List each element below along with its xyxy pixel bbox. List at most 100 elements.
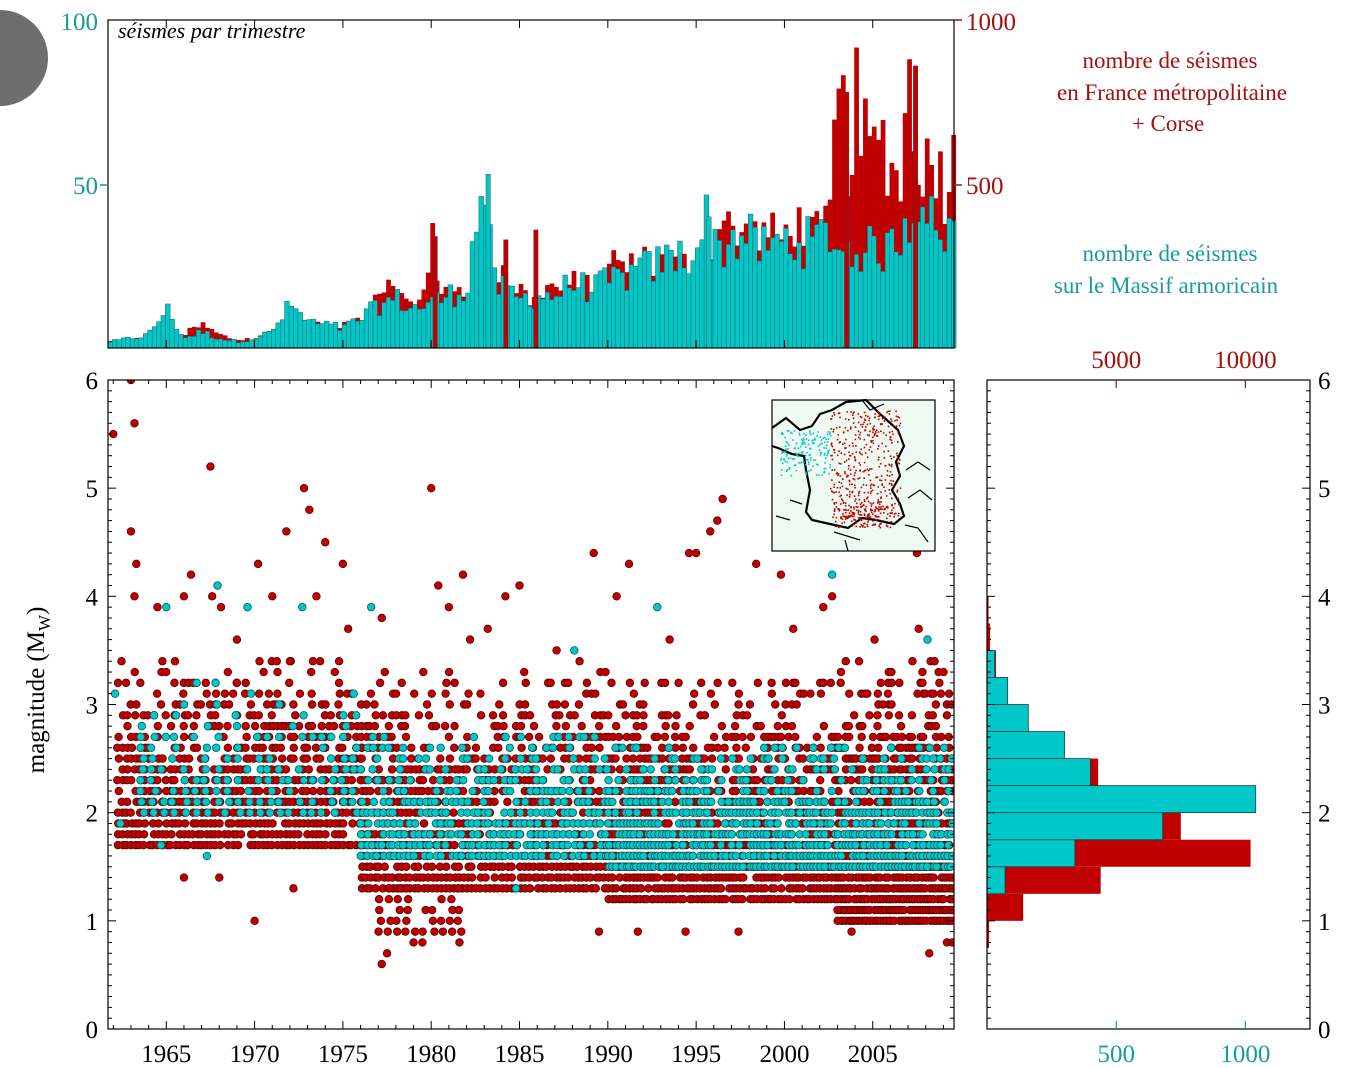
inset-event-france — [898, 416, 901, 419]
inset-event-france — [848, 483, 851, 486]
inset-event-france — [892, 425, 895, 427]
event-dot-armorican — [922, 765, 931, 774]
event-dot-armorican — [925, 743, 935, 752]
inset-event-france — [895, 415, 898, 418]
event-dot-france — [706, 527, 715, 536]
event-dot-france — [721, 765, 730, 774]
quarterly-bar-armorican — [160, 315, 166, 349]
event-dot-armorican — [544, 819, 553, 828]
quarterly-bar-armorican — [350, 318, 356, 349]
event-dot-armorican — [516, 732, 526, 742]
event-dot-france — [873, 711, 882, 720]
event-dot-armorican — [559, 851, 569, 861]
event-dot-armorican — [569, 754, 578, 763]
event-dot-france — [371, 711, 380, 720]
quarterly-bar-armorican — [315, 323, 321, 349]
inset-event-france — [853, 506, 855, 508]
main-y-tick-label: 6 — [86, 368, 99, 395]
event-dot-france — [918, 667, 927, 677]
inset-event-france — [887, 410, 890, 413]
event-dot-armorican — [308, 797, 317, 807]
inset-event-france — [833, 411, 835, 414]
top-x-ticks — [165, 20, 874, 348]
event-dot-armorican — [480, 765, 489, 774]
event-dot-france — [816, 689, 826, 698]
event-dot-france — [427, 862, 437, 871]
event-dot-armorican — [531, 765, 541, 774]
inset-event-france — [833, 483, 835, 486]
event-dot-france — [428, 916, 438, 926]
event-dot-armorican — [688, 851, 698, 861]
inset-event-france — [872, 439, 874, 442]
event-dot-armorican — [308, 732, 318, 742]
event-dot-armorican — [738, 862, 748, 871]
event-dot-france — [236, 786, 246, 796]
inset-event-france — [885, 506, 888, 508]
event-dot-france — [457, 927, 466, 936]
event-dot-france — [611, 884, 621, 893]
event-dot-armorican — [349, 689, 358, 698]
inset-event-france — [857, 513, 860, 515]
inset-event-france — [898, 503, 901, 506]
event-dot-france — [618, 700, 628, 709]
event-dot-france — [315, 657, 325, 666]
event-dot-armorican — [580, 776, 590, 785]
legend-armorican-line-1: nombre de séismes — [1082, 241, 1257, 266]
inset-event-france — [831, 498, 834, 501]
event-dot-armorican — [147, 797, 157, 807]
inset-event-france — [886, 474, 889, 477]
event-dot-france — [384, 721, 394, 731]
event-dot-armorican — [746, 754, 755, 763]
legend-armorican-line-2: sur le Massif armoricain — [1054, 273, 1279, 298]
inset-event-france — [840, 482, 843, 485]
inset-event-france — [888, 463, 891, 466]
event-dot-armorican — [294, 765, 304, 774]
event-dot-france — [348, 819, 357, 828]
event-dot-armorican — [752, 819, 762, 828]
quarterly-bar-armorican — [288, 305, 294, 349]
event-dot-armorican — [601, 830, 610, 839]
event-dot-armorican — [348, 797, 357, 807]
event-dot-france — [490, 873, 499, 882]
event-dot-france — [437, 895, 446, 904]
event-dot-france — [849, 711, 859, 720]
event-dot-armorican — [467, 840, 477, 850]
quarterly-bar-armorican — [809, 236, 816, 349]
event-dot-france — [114, 754, 124, 763]
inset-event-france — [870, 505, 873, 507]
event-dot-france — [681, 732, 690, 742]
event-dot-armorican — [932, 862, 941, 871]
inset-event-france — [847, 467, 850, 470]
event-dot-france — [918, 678, 927, 688]
inset-event-france — [835, 501, 838, 504]
event-dot-armorican — [274, 765, 283, 774]
event-dot-france — [490, 797, 499, 807]
event-dot-france — [633, 732, 642, 742]
inset-event-france — [872, 431, 874, 434]
event-dot-armorican — [940, 797, 949, 807]
event-dot-france — [883, 689, 893, 698]
event-dot-france — [668, 873, 677, 882]
event-dot-france — [378, 711, 388, 720]
event-dot-armorican — [908, 830, 918, 839]
event-dot-armorican — [940, 776, 949, 785]
inset-event-france — [875, 429, 878, 431]
quarterly-bar-france — [849, 174, 855, 348]
event-dot-france — [665, 635, 674, 644]
inset-event-france — [833, 503, 836, 505]
inset-event-france — [878, 525, 880, 528]
inset-event-france — [845, 509, 848, 511]
event-dot-armorican — [565, 786, 574, 796]
event-dot-armorican — [717, 797, 726, 807]
event-dot-france — [418, 938, 427, 947]
event-dot-france — [914, 624, 923, 633]
event-dot-france — [751, 559, 761, 569]
quarterly-bar-armorican — [469, 241, 476, 349]
quarterly-bar-armorican — [226, 340, 233, 349]
inset-event-france — [891, 509, 893, 512]
corner-disc — [0, 10, 48, 106]
inset-event-france — [863, 491, 866, 494]
event-dot-armorican — [146, 776, 155, 785]
inset-event-france — [833, 508, 836, 510]
event-dot-armorican — [326, 754, 336, 763]
